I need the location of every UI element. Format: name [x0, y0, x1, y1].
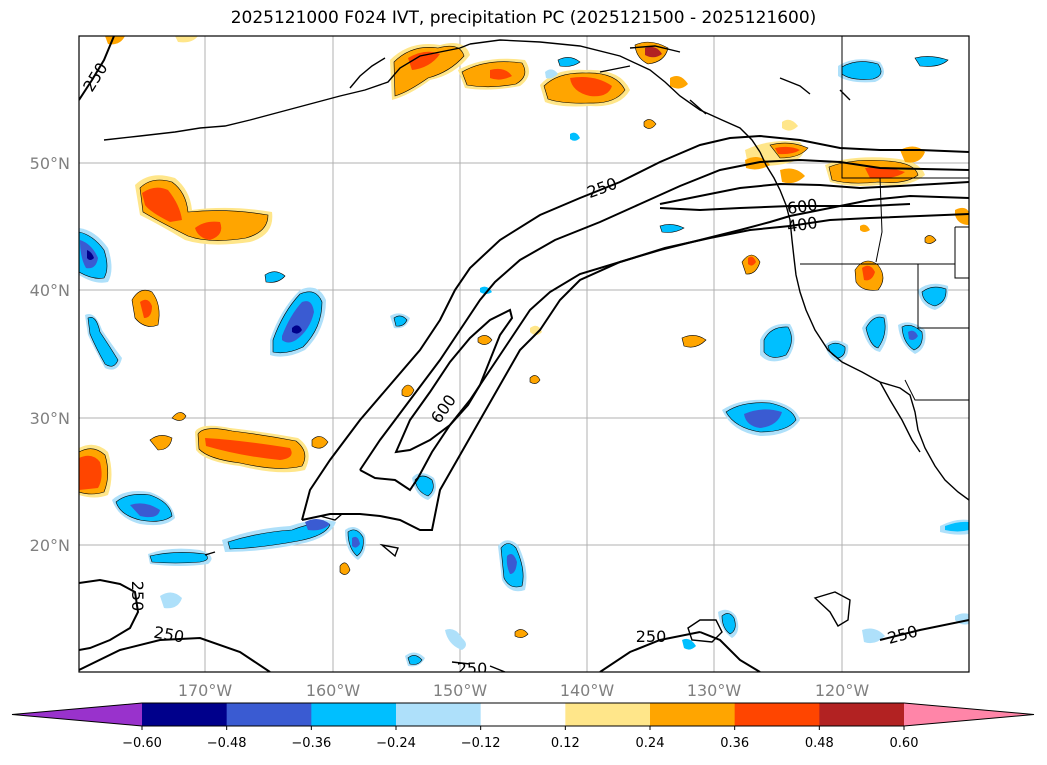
ivt-label: 600 — [786, 195, 819, 218]
colorbar-tick-label: −0.48 — [207, 736, 247, 751]
colorbar-segment — [904, 703, 1034, 726]
ivt-label: 250 — [128, 581, 147, 612]
lat-label: 30°N — [30, 409, 70, 428]
colorbar-tick-label: −0.60 — [122, 736, 162, 751]
colorbar-tick-label: −0.12 — [461, 736, 501, 751]
lon-label: 150°W — [433, 681, 488, 700]
colorbar-tick-label: 0.12 — [551, 736, 580, 751]
colorbar-tick-label: −0.36 — [291, 736, 331, 751]
lat-label: 20°N — [30, 536, 70, 555]
lon-label: 130°W — [687, 681, 742, 700]
positive-anomaly-patches — [79, 36, 969, 638]
colorbar-segment — [565, 703, 651, 726]
colorbar-tick-label: 0.60 — [890, 736, 919, 751]
negative-anomaly-patches — [79, 56, 969, 667]
colorbar-tick-label: 0.36 — [720, 736, 749, 751]
lon-label: 120°W — [815, 681, 870, 700]
ivt-contours — [79, 36, 969, 672]
colorbar-segment — [819, 703, 905, 726]
latitude-labels: 50°N 40°N 30°N 20°N — [30, 154, 70, 555]
ivt-label: 400 — [786, 213, 819, 236]
colorbar-tick-label: 0.48 — [805, 736, 834, 751]
colorbar-segment — [142, 703, 228, 726]
colorbar-segment — [311, 703, 397, 726]
colorbar-tick-label: 0.24 — [636, 736, 665, 751]
political-borders — [800, 36, 969, 401]
lon-label: 160°W — [306, 681, 361, 700]
colorbar-segment — [480, 703, 566, 726]
lon-label: 170°W — [178, 681, 233, 700]
ivt-label: 250 — [457, 659, 488, 678]
lat-label: 50°N — [30, 154, 70, 173]
coastlines — [103, 39, 969, 672]
colorbar-segment — [650, 703, 736, 726]
colorbar-tick-label: −0.24 — [376, 736, 416, 751]
colorbar-segment — [734, 703, 820, 726]
ivt-label: 250 — [636, 627, 667, 646]
colorbar-segment — [396, 703, 482, 726]
longitude-labels: 170°W 160°W 150°W 140°W 130°W 120°W — [178, 681, 870, 700]
map-title: 2025121000 F024 IVT, precipitation PC (2… — [230, 8, 817, 28]
colorbar: −0.60 −0.48 −0.36 −0.24 −0.12 0.12 0.24 0.36 0.4… — [11, 702, 1035, 751]
colorbar-segment — [226, 703, 312, 726]
plot-frame — [78, 35, 970, 673]
colorbar-segment — [12, 703, 142, 726]
lon-label: 140°W — [560, 681, 615, 700]
lat-label: 40°N — [30, 281, 70, 300]
